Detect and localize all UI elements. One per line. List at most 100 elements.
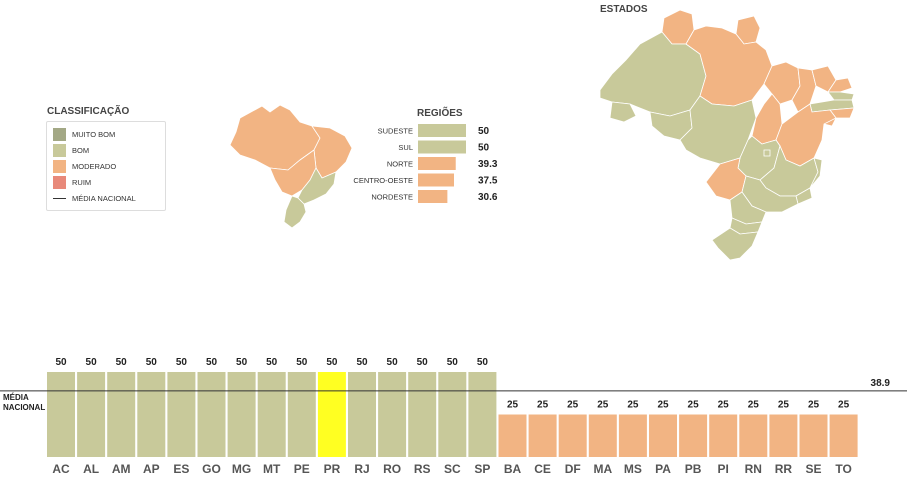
state-category-label: PB xyxy=(685,462,702,476)
state-value-label: 50 xyxy=(176,357,188,368)
state-value-label: 50 xyxy=(447,357,459,368)
state-bar-ba xyxy=(498,414,527,457)
state-bar-ap xyxy=(137,372,166,457)
state-category-label: PI xyxy=(718,462,729,476)
state-value-label: 25 xyxy=(778,400,790,411)
state-bar-sc xyxy=(438,372,467,457)
state-bar-pr xyxy=(317,372,346,457)
region-value-label: 50 xyxy=(478,126,490,137)
region-value-label: 37.5 xyxy=(478,176,498,187)
region-value-label: 39.3 xyxy=(478,159,498,170)
state-bar-sp xyxy=(468,372,497,457)
state-value-label: 50 xyxy=(266,357,278,368)
state-bar-ms xyxy=(618,414,647,457)
region-bar xyxy=(418,173,454,187)
states-map xyxy=(599,9,855,261)
state-category-label: RN xyxy=(745,462,762,476)
state-value-label: 50 xyxy=(55,357,67,368)
state-bar-mg xyxy=(227,372,256,457)
legend-label: MUITO BOM xyxy=(72,130,116,139)
legend-swatch-bom xyxy=(53,144,66,157)
state-bar-mt xyxy=(257,372,286,457)
legend: MUITO BOM BOM MODERADO RUIM MÉDIA NACION… xyxy=(46,121,166,211)
state-value-label: 50 xyxy=(86,357,98,368)
state-bar-rs xyxy=(408,372,437,457)
region-bar xyxy=(418,190,448,203)
region-label: CENTRO-OESTE xyxy=(353,176,413,185)
media-nacional-label-line1: MÉDIA xyxy=(3,393,29,402)
state-category-label: AC xyxy=(52,462,70,476)
state-bar-am xyxy=(107,372,136,457)
state-category-label: SE xyxy=(805,462,821,476)
state-value-label: 50 xyxy=(356,357,368,368)
state-category-label: SC xyxy=(444,462,461,476)
state-bar-se xyxy=(799,414,828,457)
state-value-label: 25 xyxy=(537,400,549,411)
state-bar-ac xyxy=(47,372,75,457)
state-category-label: ES xyxy=(173,462,189,476)
state-rs xyxy=(711,227,759,261)
state-category-label: GO xyxy=(202,462,221,476)
state-value-label: 50 xyxy=(296,357,308,368)
region-label: SUDESTE xyxy=(378,127,413,136)
state-category-label: RJ xyxy=(354,462,369,476)
state-pb xyxy=(827,91,855,101)
state-value-label: 25 xyxy=(718,400,730,411)
state-bar-pa xyxy=(649,414,677,457)
state-value-label: 50 xyxy=(206,357,218,368)
legend-item-ruim: RUIM xyxy=(53,176,91,189)
state-value-label: 50 xyxy=(387,357,399,368)
state-bar-rn xyxy=(739,414,768,457)
region-sul xyxy=(283,195,307,229)
media-nacional-label-line2: NACIONAL xyxy=(3,403,45,412)
regions-map xyxy=(229,104,353,229)
state-bar-pb xyxy=(679,414,708,457)
state-bar-pe xyxy=(287,372,316,457)
regions-chart-title: REGIÕES xyxy=(417,106,463,119)
legend-item-media-nacional: MÉDIA NACIONAL xyxy=(53,192,136,205)
state-category-label: MG xyxy=(232,462,251,476)
region-bar xyxy=(418,124,466,137)
state-category-label: CE xyxy=(534,462,551,476)
region-bar xyxy=(418,140,466,154)
state-category-label: RR xyxy=(775,462,793,476)
state-value-label: 50 xyxy=(477,357,489,368)
state-value-label: 25 xyxy=(688,400,700,411)
state-category-label: MT xyxy=(263,462,281,476)
state-bar-ro xyxy=(378,372,407,457)
state-es xyxy=(809,157,823,189)
legend-swatch-muito-bom xyxy=(53,128,66,141)
state-value-label: 50 xyxy=(326,357,338,368)
legend-item-muito-bom: MUITO BOM xyxy=(53,128,115,141)
state-bar-al xyxy=(77,372,106,457)
legend-label: MODERADO xyxy=(72,162,117,171)
state-category-label: RO xyxy=(383,462,401,476)
state-value-label: 50 xyxy=(116,357,128,368)
state-bar-pi xyxy=(709,414,738,457)
states-map-title: ESTADOS xyxy=(600,4,648,15)
states-bar-chart: 50 AC 50 AL 50 AM 50 AP 50 ES 50 GO 50 MG 50 MT 50 PE 50 PR… xyxy=(0,357,907,476)
state-bar-rj xyxy=(348,372,376,457)
region-value-label: 30.6 xyxy=(478,192,498,203)
legend-line-swatch xyxy=(53,198,66,199)
state-bar-rr xyxy=(769,414,798,457)
state-category-label: PR xyxy=(324,462,341,476)
legend-label: BOM xyxy=(72,146,90,155)
state-category-label: DF xyxy=(565,462,581,476)
state-category-label: MS xyxy=(624,462,642,476)
state-category-label: AP xyxy=(143,462,160,476)
state-bar-df xyxy=(558,414,587,457)
state-value-label: 50 xyxy=(236,357,248,368)
state-category-label: BA xyxy=(504,462,522,476)
state-category-label: AL xyxy=(83,462,99,476)
state-category-label: PA xyxy=(655,462,671,476)
state-rn xyxy=(827,77,853,93)
legend-label: RUIM xyxy=(72,178,92,187)
region-bar xyxy=(418,157,456,170)
state-category-label: TO xyxy=(835,462,851,476)
state-value-label: 25 xyxy=(748,400,760,411)
state-bar-go xyxy=(197,372,226,457)
state-value-label: 25 xyxy=(597,400,609,411)
state-ac xyxy=(609,101,637,123)
state-category-label: MA xyxy=(593,462,612,476)
